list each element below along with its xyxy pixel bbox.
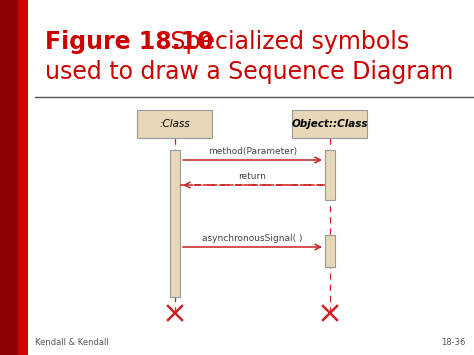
Text: 18-36: 18-36 [441, 338, 465, 347]
Bar [0, 0, 18, 355]
Text: Figure 18.10: Figure 18.10 [45, 30, 213, 54]
Text: Object::Class: Object::Class [292, 119, 368, 129]
Text: asynchronousSignal( ): asynchronousSignal( ) [202, 234, 303, 243]
Bar [170, 150, 180, 297]
Text: Specialized symbols: Specialized symbols [163, 30, 409, 54]
Text: :Class: :Class [160, 119, 191, 129]
Text: method(Parameter): method(Parameter) [208, 147, 297, 156]
Text: Kendall & Kendall: Kendall & Kendall [35, 338, 109, 347]
Bar [137, 110, 212, 138]
Text: return: return [238, 172, 266, 181]
Bar [292, 110, 367, 138]
Text: used to draw a Sequence Diagram: used to draw a Sequence Diagram [45, 60, 453, 84]
Bar [18, 0, 28, 355]
Bar [325, 235, 335, 267]
Bar [325, 150, 335, 200]
